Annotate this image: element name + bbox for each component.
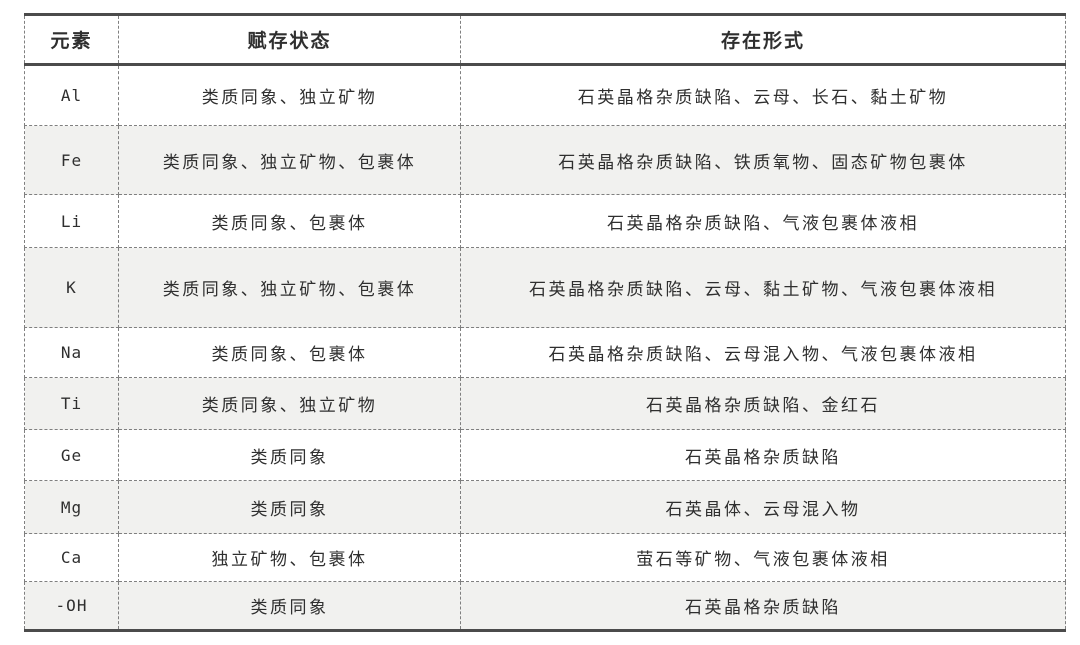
cell-element: -OH — [24, 581, 119, 631]
table-row: Ti 类质同象、独立矿物 石英晶格杂质缺陷、金红石 — [24, 377, 1066, 430]
cell-element: Li — [24, 194, 119, 248]
element-occurrence-table-container: 元素 赋存状态 存在形式 Al 类质同象、独立矿物 石英晶格杂质缺陷、云母、长石、黏… — [24, 13, 1066, 632]
table-row: Li 类质同象、包裹体 石英晶格杂质缺陷、气液包裹体液相 — [24, 194, 1066, 248]
cell-occurrence-state: 类质同象、独立矿物、包裹体 — [118, 125, 461, 195]
cell-existence-form: 石英晶格杂质缺陷、金红石 — [460, 377, 1066, 430]
table-row: Al 类质同象、独立矿物 石英晶格杂质缺陷、云母、长石、黏土矿物 — [24, 64, 1066, 126]
table-header: 元素 赋存状态 存在形式 — [24, 14, 1066, 66]
cell-occurrence-state: 类质同象 — [118, 480, 461, 534]
cell-existence-form: 石英晶体、云母混入物 — [460, 480, 1066, 534]
cell-occurrence-state: 类质同象、独立矿物、包裹体 — [118, 247, 461, 328]
column-header-occurrence-state: 赋存状态 — [118, 14, 461, 66]
table-row: Mg 类质同象 石英晶体、云母混入物 — [24, 480, 1066, 534]
cell-occurrence-state: 类质同象、包裹体 — [118, 327, 461, 378]
cell-element: Na — [24, 327, 119, 378]
cell-occurrence-state: 类质同象 — [118, 581, 461, 631]
cell-element: Ti — [24, 377, 119, 430]
table-row: Ca 独立矿物、包裹体 萤石等矿物、气液包裹体液相 — [24, 533, 1066, 582]
column-header-element: 元素 — [24, 14, 119, 66]
cell-occurrence-state: 类质同象 — [118, 429, 461, 481]
cell-existence-form: 石英晶格杂质缺陷、云母混入物、气液包裹体液相 — [460, 327, 1066, 378]
header-row: 元素 赋存状态 存在形式 — [24, 14, 1066, 66]
element-occurrence-table: 元素 赋存状态 存在形式 Al 类质同象、独立矿物 石英晶格杂质缺陷、云母、长石、黏… — [24, 13, 1066, 632]
table-row: Na 类质同象、包裹体 石英晶格杂质缺陷、云母混入物、气液包裹体液相 — [24, 327, 1066, 378]
table-body: Al 类质同象、独立矿物 石英晶格杂质缺陷、云母、长石、黏土矿物 Fe 类质同象、独立矿… — [24, 64, 1066, 631]
cell-element: Al — [24, 64, 119, 126]
table-row: Fe 类质同象、独立矿物、包裹体 石英晶格杂质缺陷、铁质氧物、固态矿物包裹体 — [24, 125, 1066, 195]
cell-existence-form: 萤石等矿物、气液包裹体液相 — [460, 533, 1066, 582]
column-header-existence-form: 存在形式 — [460, 14, 1066, 66]
cell-occurrence-state: 类质同象、包裹体 — [118, 194, 461, 248]
cell-existence-form: 石英晶格杂质缺陷、云母、黏土矿物、气液包裹体液相 — [460, 247, 1066, 328]
cell-element: Ca — [24, 533, 119, 582]
cell-existence-form: 石英晶格杂质缺陷 — [460, 581, 1066, 631]
cell-existence-form: 石英晶格杂质缺陷 — [460, 429, 1066, 481]
cell-occurrence-state: 类质同象、独立矿物 — [118, 377, 461, 430]
table-row: K 类质同象、独立矿物、包裹体 石英晶格杂质缺陷、云母、黏土矿物、气液包裹体液相 — [24, 247, 1066, 328]
cell-existence-form: 石英晶格杂质缺陷、云母、长石、黏土矿物 — [460, 64, 1066, 126]
cell-element: Mg — [24, 480, 119, 534]
cell-element: K — [24, 247, 119, 328]
table-row: -OH 类质同象 石英晶格杂质缺陷 — [24, 581, 1066, 631]
cell-existence-form: 石英晶格杂质缺陷、铁质氧物、固态矿物包裹体 — [460, 125, 1066, 195]
cell-occurrence-state: 类质同象、独立矿物 — [118, 64, 461, 126]
table-row: Ge 类质同象 石英晶格杂质缺陷 — [24, 429, 1066, 481]
cell-occurrence-state: 独立矿物、包裹体 — [118, 533, 461, 582]
cell-existence-form: 石英晶格杂质缺陷、气液包裹体液相 — [460, 194, 1066, 248]
cell-element: Ge — [24, 429, 119, 481]
cell-element: Fe — [24, 125, 119, 195]
